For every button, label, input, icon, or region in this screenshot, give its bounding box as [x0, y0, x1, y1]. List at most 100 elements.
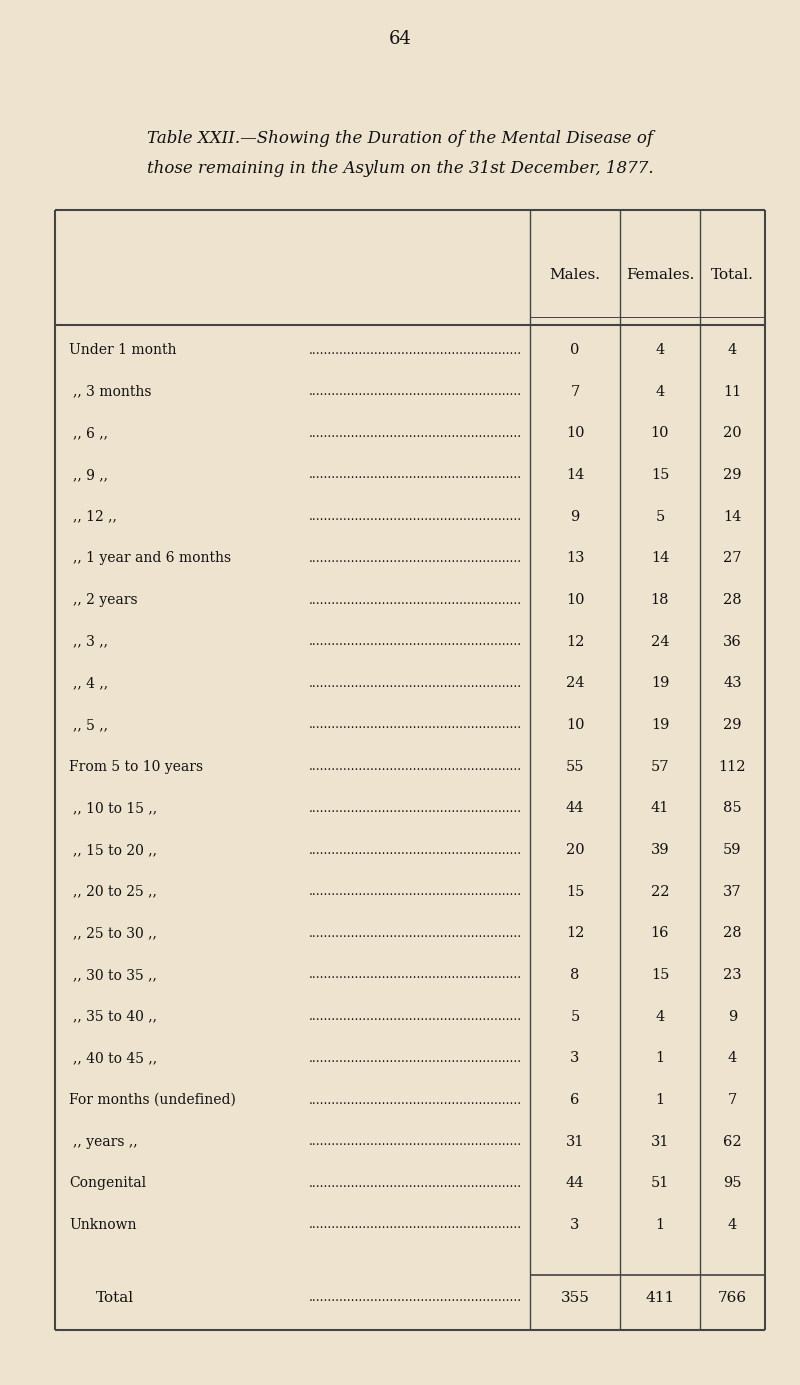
Text: 29: 29 [723, 717, 742, 733]
Text: 15: 15 [651, 968, 669, 982]
Text: ,, years ,,: ,, years ,, [73, 1134, 138, 1148]
Text: 59: 59 [723, 843, 742, 857]
Text: 18: 18 [650, 593, 670, 607]
Text: 5: 5 [655, 510, 665, 524]
Text: 95: 95 [723, 1176, 742, 1190]
Text: 10: 10 [566, 593, 584, 607]
Text: ,, 25 to 30 ,,: ,, 25 to 30 ,, [73, 927, 157, 940]
Text: 4: 4 [655, 385, 665, 399]
Text: 85: 85 [723, 802, 742, 816]
Text: 14: 14 [651, 551, 669, 565]
Text: 14: 14 [566, 468, 584, 482]
Text: ,, 4 ,,: ,, 4 ,, [73, 676, 108, 690]
Text: .......................................................: ........................................… [309, 343, 522, 356]
Text: 355: 355 [561, 1291, 590, 1305]
Text: .......................................................: ........................................… [309, 385, 522, 397]
Text: Total.: Total. [711, 269, 754, 283]
Text: .......................................................: ........................................… [309, 1010, 522, 1024]
Text: .......................................................: ........................................… [309, 927, 522, 940]
Text: 15: 15 [566, 885, 584, 899]
Text: 15: 15 [651, 468, 669, 482]
Text: ,, 2 years: ,, 2 years [73, 593, 138, 607]
Text: ,, 3 months: ,, 3 months [73, 385, 151, 399]
Text: 44: 44 [566, 802, 584, 816]
Text: ,, 35 to 40 ,,: ,, 35 to 40 ,, [73, 1010, 157, 1024]
Text: ,, 5 ,,: ,, 5 ,, [73, 717, 108, 733]
Text: Total: Total [96, 1291, 134, 1305]
Text: .......................................................: ........................................… [309, 510, 522, 524]
Text: 28: 28 [723, 593, 742, 607]
Text: 766: 766 [718, 1291, 747, 1305]
Text: 19: 19 [651, 676, 669, 690]
Text: ,, 10 to 15 ,,: ,, 10 to 15 ,, [73, 802, 157, 816]
Text: .......................................................: ........................................… [309, 1219, 522, 1231]
Text: 20: 20 [566, 843, 584, 857]
Text: 9: 9 [570, 510, 580, 524]
Text: 23: 23 [723, 968, 742, 982]
Text: 4: 4 [655, 343, 665, 357]
Text: 41: 41 [651, 802, 669, 816]
Text: Males.: Males. [550, 269, 601, 283]
Text: .......................................................: ........................................… [309, 719, 522, 731]
Text: Unknown: Unknown [69, 1217, 137, 1233]
Text: .......................................................: ........................................… [309, 677, 522, 690]
Text: 28: 28 [723, 927, 742, 940]
Text: 8: 8 [570, 968, 580, 982]
Text: .......................................................: ........................................… [309, 760, 522, 773]
Text: .......................................................: ........................................… [309, 1051, 522, 1065]
Text: 62: 62 [723, 1134, 742, 1148]
Text: 7: 7 [570, 385, 580, 399]
Text: ,, 3 ,,: ,, 3 ,, [73, 634, 108, 648]
Text: 1: 1 [655, 1051, 665, 1065]
Text: 5: 5 [570, 1010, 580, 1024]
Text: 55: 55 [566, 759, 584, 774]
Text: Congenital: Congenital [69, 1176, 146, 1190]
Text: .......................................................: ........................................… [309, 636, 522, 648]
Text: .......................................................: ........................................… [309, 843, 522, 856]
Text: .......................................................: ........................................… [309, 427, 522, 440]
Text: Under 1 month: Under 1 month [69, 343, 177, 357]
Text: .......................................................: ........................................… [309, 1291, 522, 1305]
Text: 10: 10 [650, 427, 670, 440]
Text: 13: 13 [566, 551, 584, 565]
Text: 36: 36 [723, 634, 742, 648]
Text: Table XXII.—Showing the Duration of the Mental Disease of: Table XXII.—Showing the Duration of the … [147, 130, 653, 147]
Text: 29: 29 [723, 468, 742, 482]
Text: 16: 16 [650, 927, 670, 940]
Text: ,, 15 to 20 ,,: ,, 15 to 20 ,, [73, 843, 157, 857]
Text: 6: 6 [570, 1093, 580, 1107]
Text: 12: 12 [566, 634, 584, 648]
Text: .......................................................: ........................................… [309, 968, 522, 982]
Text: 4: 4 [655, 1010, 665, 1024]
Text: .......................................................: ........................................… [309, 885, 522, 897]
Text: 31: 31 [566, 1134, 584, 1148]
Text: 24: 24 [650, 634, 670, 648]
Text: 3: 3 [570, 1051, 580, 1065]
Text: those remaining in the Asylum on the 31st December, 1877.: those remaining in the Asylum on the 31s… [146, 161, 654, 177]
Text: .......................................................: ........................................… [309, 1094, 522, 1107]
Text: 51: 51 [651, 1176, 669, 1190]
Text: .......................................................: ........................................… [309, 594, 522, 607]
Text: 11: 11 [723, 385, 742, 399]
Text: .......................................................: ........................................… [309, 1136, 522, 1148]
Text: From 5 to 10 years: From 5 to 10 years [69, 759, 203, 774]
Text: 9: 9 [728, 1010, 737, 1024]
Text: ,, 6 ,,: ,, 6 ,, [73, 427, 108, 440]
Text: 1: 1 [655, 1093, 665, 1107]
Text: ,, 9 ,,: ,, 9 ,, [73, 468, 108, 482]
Text: .......................................................: ........................................… [309, 468, 522, 482]
Text: ,, 20 to 25 ,,: ,, 20 to 25 ,, [73, 885, 157, 899]
Text: 22: 22 [650, 885, 670, 899]
Text: 24: 24 [566, 676, 584, 690]
Text: 44: 44 [566, 1176, 584, 1190]
Text: 3: 3 [570, 1217, 580, 1233]
Text: 0: 0 [570, 343, 580, 357]
Text: Females.: Females. [626, 269, 694, 283]
Text: 7: 7 [728, 1093, 737, 1107]
Text: 37: 37 [723, 885, 742, 899]
Text: For months (undefined): For months (undefined) [69, 1093, 236, 1107]
Text: 39: 39 [650, 843, 670, 857]
Text: 112: 112 [718, 759, 746, 774]
Text: ,, 40 to 45 ,,: ,, 40 to 45 ,, [73, 1051, 157, 1065]
Text: 4: 4 [728, 343, 737, 357]
